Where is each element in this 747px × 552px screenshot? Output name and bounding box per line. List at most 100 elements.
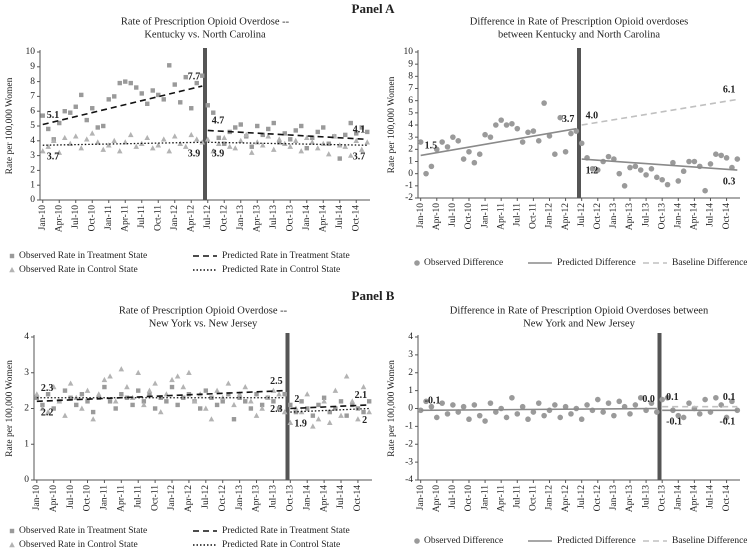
marker-square (113, 406, 118, 411)
marker-triangle (326, 419, 333, 425)
y-tick-label: 0 (408, 404, 413, 414)
chart-title: Kentucky vs. North Carolina (144, 29, 266, 40)
chart-title: Difference in Rate of Prescription Opioi… (470, 16, 689, 27)
marker-triangle (347, 152, 354, 158)
marker-triangle (215, 140, 222, 146)
marker-triangle (72, 133, 79, 139)
marker-square (337, 156, 342, 161)
x-tick-label: Oct-10 (464, 203, 474, 230)
marker-circle (664, 394, 671, 401)
marker-circle (444, 144, 451, 150)
marker-circle (702, 396, 708, 403)
marker-triangle (133, 143, 140, 149)
marker-triangle (336, 142, 343, 148)
marker-triangle (358, 146, 365, 152)
marker-square (164, 399, 169, 404)
x-tick-label: Jan-11 (480, 485, 490, 510)
legend-label: Observed Difference (424, 257, 503, 268)
marker-square (348, 120, 353, 126)
marker-square (299, 399, 304, 404)
x-tick-label: Jan-10 (416, 203, 426, 229)
x-tick-label: Apr-14 (690, 485, 700, 512)
marker-triangle (232, 145, 239, 151)
legend-label: Observed Rate in Treatment State (19, 526, 147, 536)
marker-square (338, 399, 344, 404)
panel-label: Panel A (352, 1, 396, 16)
marker-triangle (314, 145, 321, 151)
marker-square (288, 137, 293, 142)
x-tick-label: Oct-14 (722, 203, 732, 230)
intervention-line (203, 48, 207, 200)
marker-square (248, 406, 254, 411)
marker-square (183, 74, 188, 80)
x-tick-label: Oct-13 (286, 485, 296, 512)
marker-square (365, 129, 370, 135)
marker-square (134, 85, 139, 90)
legend-label: Predicted Rate in Control State (222, 265, 340, 275)
marker-circle (444, 411, 451, 417)
fit-line (36, 389, 285, 403)
annotation: 0.3 (723, 176, 736, 187)
marker-square (277, 140, 282, 145)
marker-triangle (166, 148, 173, 154)
x-tick-label: Jan-12 (545, 203, 555, 229)
marker-circle (659, 396, 665, 403)
marker-triangle (355, 416, 361, 422)
marker-triangle (56, 149, 63, 155)
marker-circle (460, 403, 467, 410)
marker-circle (428, 163, 435, 170)
marker-triangle (349, 398, 356, 404)
annotation: 3.7 (353, 152, 366, 163)
intervention-line (285, 333, 290, 480)
marker-circle (654, 409, 660, 415)
marker-circle (503, 414, 510, 421)
marker-square (172, 82, 177, 87)
marker-square (68, 110, 73, 115)
annotation: 0.1 (723, 392, 736, 403)
marker-triangle (281, 409, 288, 415)
y-tick-label: 5 (30, 121, 35, 131)
marker-square (203, 388, 209, 393)
y-tick-label: 3 (30, 151, 35, 161)
x-tick-label: Apr-10 (49, 485, 59, 512)
marker-circle (546, 407, 553, 414)
marker-circle (482, 131, 488, 138)
marker-triangle (116, 148, 123, 154)
marker-circle (648, 166, 655, 172)
marker-triangle (45, 143, 52, 149)
marker-square (68, 395, 73, 400)
y-axis-label: Rate per 100,000 Women (5, 360, 15, 457)
fit-line (420, 407, 657, 412)
marker-triangle (61, 134, 68, 141)
marker-triangle (236, 391, 243, 397)
marker-circle (670, 159, 676, 166)
marker-triangle (149, 145, 156, 151)
marker-square (211, 110, 216, 115)
marker-circle (568, 130, 574, 137)
legend-label: Predicted Rate in Control State (222, 540, 340, 550)
marker-triangle (174, 373, 181, 379)
marker-triangle (303, 134, 310, 141)
marker-circle (433, 146, 440, 153)
annotation: 4.1 (353, 125, 366, 136)
marker-circle (498, 117, 504, 123)
y-tick-label: 5 (408, 108, 413, 118)
marker-square (101, 123, 106, 129)
marker-circle (696, 163, 703, 170)
x-tick-label: Oct-13 (657, 485, 667, 512)
y-tick-label: 8 (30, 77, 35, 87)
marker-square (266, 126, 271, 132)
x-tick-label: Apr-11 (496, 485, 506, 512)
marker-triangle (84, 387, 91, 393)
marker-square (141, 399, 147, 404)
marker-circle (675, 178, 682, 184)
x-tick-label: Jul-14 (706, 485, 716, 509)
marker-square (226, 392, 231, 397)
marker-square (102, 384, 107, 390)
legend-label: Predicted Difference (557, 535, 636, 546)
marker-square (288, 402, 293, 408)
marker-triangle (298, 148, 305, 154)
marker-square (130, 402, 135, 408)
marker-square (169, 384, 175, 390)
